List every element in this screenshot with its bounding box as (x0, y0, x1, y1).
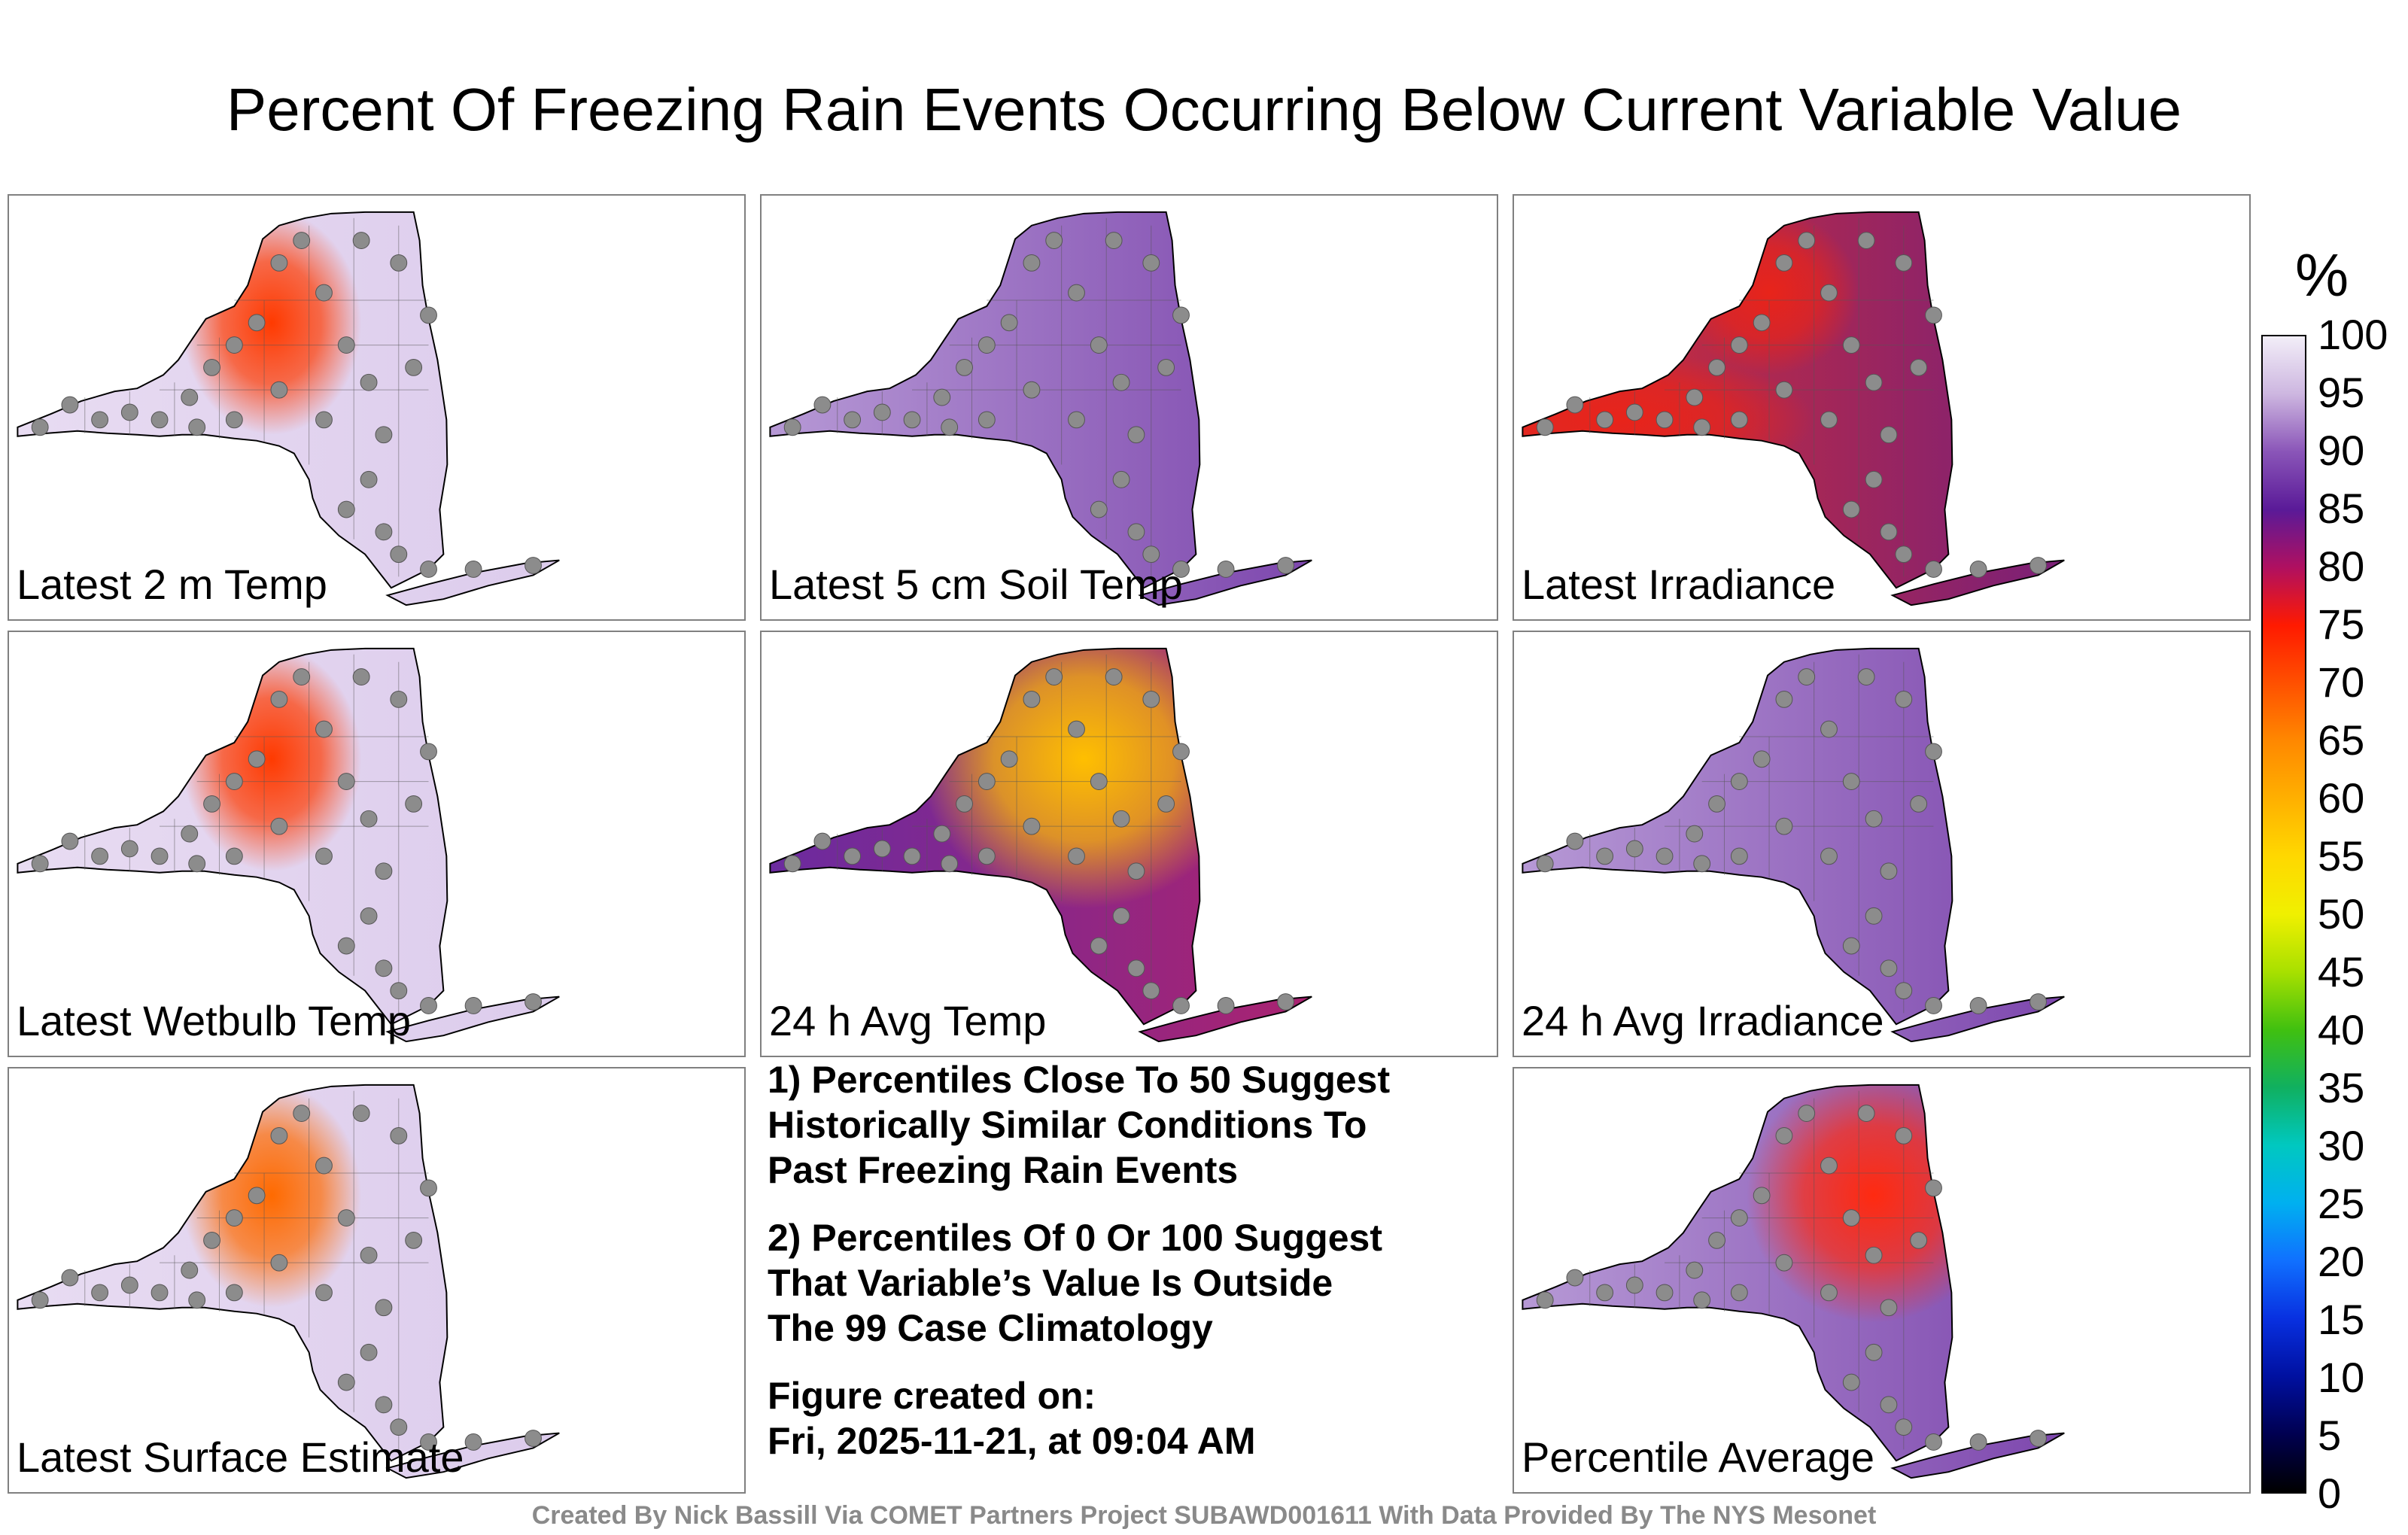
state-fill (17, 648, 560, 1042)
ny-map-wetbulb (17, 647, 560, 1043)
ny-map-2m-temp (17, 211, 560, 606)
long-island-outline (1890, 1432, 2065, 1479)
county-lines (84, 1090, 429, 1450)
colorbar-unit: % (2295, 242, 2349, 309)
map-panel-wetbulb: Latest Wetbulb Temp (8, 631, 746, 1057)
colorbar-tick-label: 45 (2318, 948, 2365, 995)
credit-line: Created By Nick Bassill Via COMET Partne… (531, 1501, 1877, 1530)
map-panel-irradiance: Latest Irradiance (1513, 194, 2251, 621)
interpretation-notes: 1) Percentiles Close To 50 Suggest Histo… (768, 1057, 1490, 1464)
note-line: Past Freezing Rain Events (768, 1149, 1239, 1191)
map-panel-2m-temp: Latest 2 m Temp (8, 194, 746, 621)
panel-label: 24 h Avg Irradiance (1522, 997, 1884, 1044)
county-lines (837, 217, 1181, 577)
panel-label: Percentile Average (1522, 1433, 1875, 1481)
note-line: The 99 Case Climatology (768, 1307, 1213, 1349)
state-fill (17, 211, 560, 606)
colorbar-tick-label: 5 (2318, 1412, 2342, 1459)
ny-map-24h-temp (769, 647, 1312, 1043)
long-island-outline (385, 559, 560, 606)
colorbar-tick-label: 95 (2318, 369, 2365, 416)
map-panel-24h-irradiance: 24 h Avg Irradiance (1513, 631, 2251, 1057)
station-markers (31, 1105, 542, 1451)
colorbar-tick-label: 15 (2318, 1296, 2365, 1343)
colorbar (2261, 335, 2306, 1494)
station-markers (1536, 668, 2047, 1014)
state-fill (770, 648, 1312, 1042)
long-island-outline (1138, 559, 1312, 606)
panel-label: Latest 5 cm Soil Temp (769, 561, 1183, 608)
map-panel-24h-temp: 24 h Avg Temp (760, 631, 1498, 1057)
county-lines (1589, 217, 1934, 577)
colorbar-tick-label: 75 (2318, 600, 2365, 648)
note-line: Historically Similar Conditions To (768, 1104, 1367, 1146)
state-fill (1522, 1084, 2065, 1479)
colorbar-gradient (2263, 336, 2305, 1492)
colorbar-tick-label: 55 (2318, 832, 2365, 880)
panel-label: Latest 2 m Temp (17, 561, 327, 608)
long-island-outline (1890, 559, 2065, 606)
panel-label: 24 h Avg Temp (769, 997, 1047, 1044)
colorbar-tick-label: 65 (2318, 716, 2365, 764)
note-line: 2) Percentiles Of 0 Or 100 Suggest (768, 1217, 1382, 1259)
colorbar-tick-label: 70 (2318, 658, 2365, 706)
note-line: 1) Percentiles Close To 50 Suggest (768, 1059, 1391, 1101)
colorbar-tick-label: 50 (2318, 890, 2365, 938)
long-island-outline (385, 995, 560, 1043)
colorbar-tick-label: 10 (2318, 1354, 2365, 1401)
colorbar-tick-label: 80 (2318, 543, 2365, 590)
figure-title: Percent Of Freezing Rain Events Occurrin… (226, 76, 2182, 143)
colorbar-tick-label: 90 (2318, 427, 2365, 474)
colorbar-tick-label: 20 (2318, 1238, 2365, 1285)
station-markers (783, 668, 1294, 1014)
note-line: That Variable’s Value Is Outside (768, 1262, 1333, 1304)
long-island-outline (385, 1432, 560, 1479)
panel-label: Latest Irradiance (1522, 561, 1836, 608)
station-markers (783, 232, 1294, 578)
state-fill (770, 211, 1312, 606)
colorbar-tick-label: 35 (2318, 1064, 2365, 1111)
state-fill (17, 1084, 560, 1479)
colorbar-tick-label: 40 (2318, 1006, 2365, 1053)
long-island-outline (1138, 995, 1312, 1043)
ny-map-surface-estimate (17, 1084, 560, 1479)
station-markers (1536, 1105, 2047, 1451)
colorbar-tick-label: 100 (2318, 311, 2388, 358)
created-label: Figure created on: (768, 1375, 1096, 1417)
state-fill (1522, 648, 2065, 1042)
ny-map-soil-temp (769, 211, 1312, 606)
colorbar-tick-label: 60 (2318, 774, 2365, 822)
colorbar-tick-label: 0 (2318, 1470, 2342, 1517)
colorbar-tick-label: 30 (2318, 1122, 2365, 1169)
long-island-outline (1890, 995, 2065, 1043)
state-fill (1522, 211, 2065, 606)
ny-map-24h-irradiance (1522, 647, 2065, 1043)
county-lines (837, 654, 1181, 1014)
map-panel-surface-estimate: Latest Surface Estimate (8, 1067, 746, 1494)
colorbar-tick-label: 25 (2318, 1180, 2365, 1227)
created-date: Fri, 2025-11-21, at 09:04 AM (768, 1420, 1256, 1462)
colorbar-tick-label: 85 (2318, 485, 2365, 532)
map-panel-soil-temp: Latest 5 cm Soil Temp (760, 194, 1498, 621)
station-markers (1536, 232, 2047, 578)
station-markers (31, 232, 542, 578)
station-markers (31, 668, 542, 1014)
ny-map-percentile-average (1522, 1084, 2065, 1479)
panel-label: Latest Wetbulb Temp (17, 997, 412, 1044)
ny-map-irradiance (1522, 211, 2065, 606)
map-panel-percentile-average: Percentile Average (1513, 1067, 2251, 1494)
panel-label: Latest Surface Estimate (17, 1433, 464, 1481)
